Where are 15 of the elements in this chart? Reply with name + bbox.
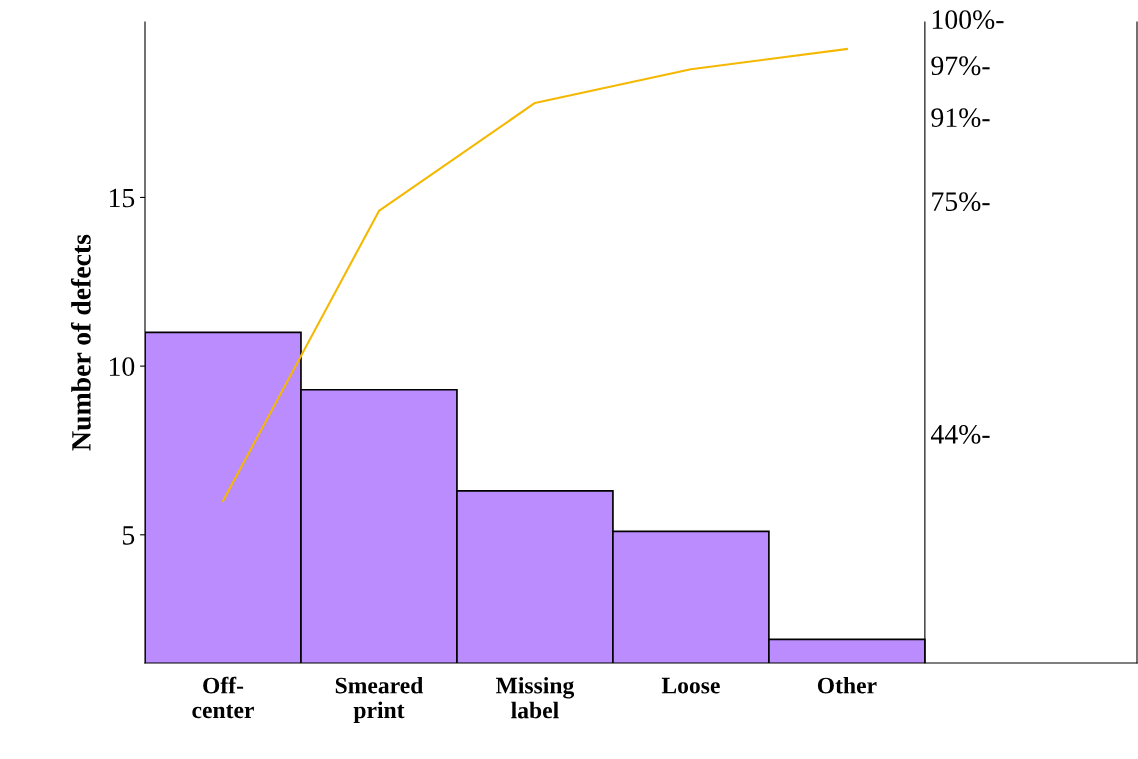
text: 91%- (931, 108, 990, 128)
y-axis-title: Number of defects (70, 234, 91, 451)
text: 100%- (932, 10, 1004, 30)
text: 97%- (931, 56, 990, 76)
x-tick-label: Missing label (495, 676, 575, 719)
line-series (221, 47, 848, 503)
x-tick-label: Loose (661, 677, 720, 694)
x-tick-label: Off- center (192, 676, 254, 719)
x-tick-label: Smeared print (335, 676, 424, 723)
y-tick-label: 15 (109, 188, 135, 208)
y-tick-label: 5 (123, 526, 135, 545)
text: 44%- (930, 424, 990, 444)
x-tick-label: Other (817, 676, 877, 694)
text: 75%- (932, 192, 990, 212)
y-tick-label: 10 (109, 357, 135, 377)
